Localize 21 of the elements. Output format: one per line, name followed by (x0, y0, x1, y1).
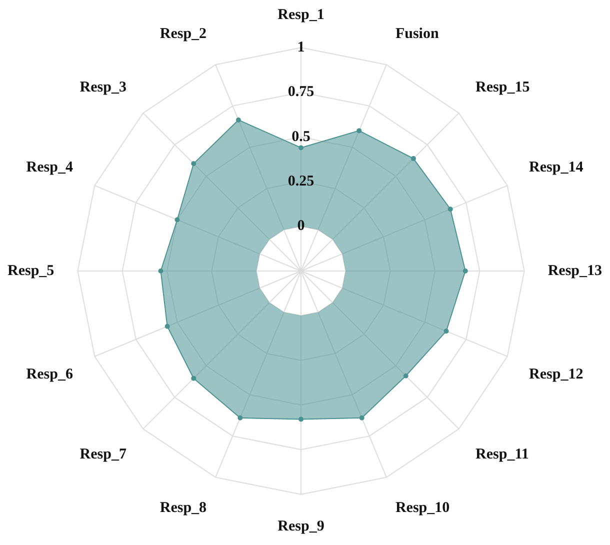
y-tick-label: 0 (297, 218, 305, 234)
y-tick-label: 0.25 (288, 174, 314, 190)
spoke-label: Resp_4 (26, 159, 74, 176)
spoke-label: Resp_1 (278, 7, 324, 24)
spoke-label: Resp_9 (278, 518, 324, 535)
spoke-label: Resp_3 (80, 79, 126, 96)
spoke-label: Resp_15 (476, 79, 530, 96)
spoke-label: Resp_5 (8, 262, 54, 279)
spoke-label: Resp_2 (160, 26, 207, 42)
spoke-label: Resp_14 (529, 159, 584, 176)
spoke-label: Resp_10 (395, 500, 450, 516)
spoke-label: Resp_12 (529, 366, 584, 382)
spoke-label: Resp_8 (160, 500, 207, 516)
spoke-label: Fusion (395, 26, 440, 42)
spoke-label: Resp_7 (80, 446, 127, 462)
spoke-label: Resp_6 (26, 366, 74, 382)
spoke-label: Resp_13 (548, 262, 602, 279)
y-tick-label: 1 (297, 40, 305, 56)
spoke-label: Resp_11 (476, 446, 529, 462)
y-tick-label: 0.75 (288, 84, 314, 100)
y-tick-label: 0.5 (292, 128, 310, 145)
